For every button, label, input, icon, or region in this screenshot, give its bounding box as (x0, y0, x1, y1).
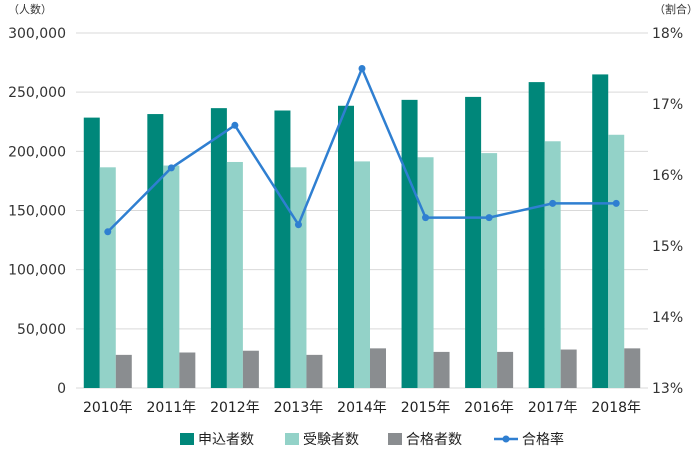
bar-1 (338, 105, 354, 389)
bar-2 (608, 134, 625, 388)
bar-3 (497, 351, 514, 388)
legend-swatch (388, 433, 402, 445)
rate-point (358, 65, 366, 72)
x-axis-tick-label: 2014年 (337, 400, 387, 416)
rate-point (612, 199, 620, 207)
bar-2 (226, 161, 243, 388)
x-axis-tick-label: 2013年 (274, 400, 324, 416)
legend-label: 申込者数 (198, 432, 254, 448)
rate-point (422, 214, 430, 222)
x-axis-tick-label: 2018年 (591, 400, 641, 416)
bar-2 (290, 167, 307, 388)
bar-1 (401, 99, 418, 388)
x-axis-tick-label: 2011年 (147, 400, 197, 416)
right-axis-tick-label: 18% (652, 26, 683, 42)
bar-3 (370, 348, 386, 388)
bar-3 (179, 352, 196, 388)
bar-3 (560, 349, 577, 388)
legend-swatch (180, 433, 194, 445)
left-axis-tick-label: 200,000 (8, 144, 66, 160)
right-axis-tick-label: 16% (652, 168, 683, 184)
right-axis-unit: （割合） (654, 2, 698, 16)
x-axis-tick-label: 2010年 (83, 400, 133, 416)
rate-point (104, 228, 112, 236)
bar-3 (624, 348, 641, 388)
bar-1 (592, 74, 609, 389)
bar-3 (433, 351, 450, 388)
rate-point (294, 221, 302, 229)
bar-1 (83, 117, 100, 388)
bar-1 (147, 114, 164, 388)
x-axis-tick-label: 2015年 (401, 400, 451, 416)
line-layer (104, 65, 620, 236)
legend: 申込者数 受験者数 合格者数 合格率 (180, 431, 564, 448)
bar-1 (210, 108, 227, 389)
legend-label: 合格率 (522, 431, 564, 448)
left-axis-tick-label: 250,000 (8, 85, 66, 101)
bar-1 (274, 110, 291, 388)
legend-label: 合格者数 (406, 432, 462, 448)
bar-2 (544, 141, 561, 388)
bar-3 (242, 350, 259, 388)
right-axis-tick-label: 13% (652, 381, 683, 397)
axis-layer: （人数） （割合） 0 50,000 100,000 150,000 200,000 25… (8, 2, 698, 416)
rate-point (167, 164, 175, 172)
x-axis-tick-label: 2017年 (528, 400, 578, 416)
rate-point (485, 214, 493, 222)
x-axis-tick-label: 2012年 (210, 400, 260, 416)
left-axis-tick-label: 0 (57, 381, 66, 397)
bar-2 (354, 161, 370, 388)
bar-layer (83, 74, 641, 389)
rate-point (231, 121, 239, 129)
legend-label: 受験者数 (303, 432, 359, 448)
bar-3 (306, 354, 323, 388)
bar-1 (465, 96, 482, 389)
rate-point (549, 199, 557, 207)
left-axis-tick-label: 100,000 (8, 263, 66, 279)
left-axis-tick-label: 50,000 (17, 322, 66, 338)
bar-2 (99, 167, 116, 388)
bar-3 (115, 354, 132, 388)
left-axis-tick-label: 300,000 (8, 26, 66, 42)
right-axis-tick-label: 14% (652, 310, 683, 326)
left-axis-unit: （人数） (8, 3, 52, 16)
legend-swatch (285, 433, 299, 445)
bar-2 (481, 153, 498, 388)
bar-2 (417, 157, 434, 388)
bar-1 (528, 82, 545, 388)
right-axis-tick-label: 15% (652, 239, 683, 255)
right-axis-tick-label: 17% (652, 97, 683, 113)
legend-marker (502, 435, 510, 443)
bar-2 (163, 165, 180, 388)
x-axis-tick-label: 2016年 (464, 400, 514, 416)
left-axis-tick-label: 150,000 (8, 204, 66, 220)
